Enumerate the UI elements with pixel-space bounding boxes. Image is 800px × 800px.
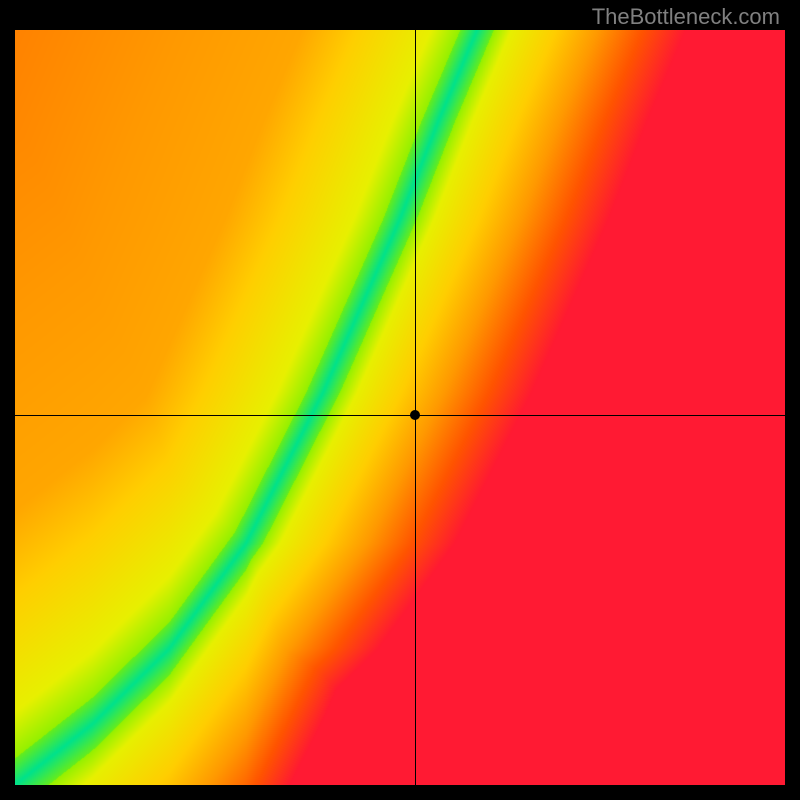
watermark-text: TheBottleneck.com xyxy=(592,4,780,30)
bottleneck-heatmap xyxy=(15,30,785,785)
crosshair-vertical xyxy=(415,30,416,785)
heatmap-canvas xyxy=(15,30,785,785)
crosshair-horizontal xyxy=(15,415,785,416)
selection-marker xyxy=(410,410,420,420)
